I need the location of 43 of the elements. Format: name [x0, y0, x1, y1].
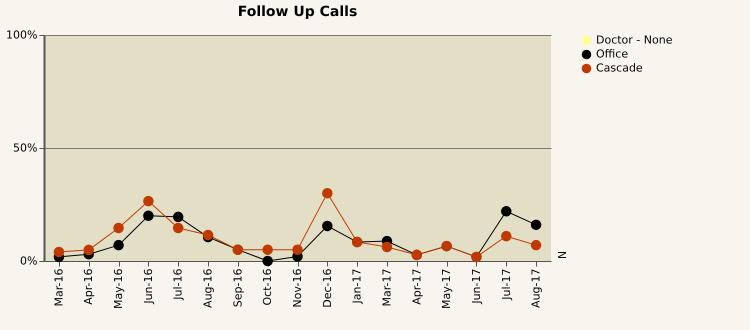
legend-label: Doctor - None [596, 34, 673, 46]
y-tick-label: 0% [20, 254, 38, 268]
point [322, 220, 333, 232]
point [262, 256, 273, 266]
point [382, 242, 392, 252]
point [172, 212, 184, 222]
point [143, 210, 154, 222]
point [292, 244, 303, 255]
x-tick-label: Apr-17 [410, 268, 424, 305]
y-tick-label: 100% [6, 28, 38, 42]
point [322, 188, 333, 198]
x-tick-label: Aug-16 [202, 268, 215, 308]
point [54, 246, 64, 258]
x-tick-label: Dec-16 [320, 268, 334, 308]
x-tick-label: Apr-16 [82, 268, 96, 305]
point [530, 240, 542, 250]
y-tick-label: 50% [13, 142, 38, 154]
x-tick-label: Jul-16 [172, 268, 185, 301]
point [530, 220, 542, 230]
x-tick-label: Mar-16 [52, 268, 66, 307]
point [113, 222, 124, 234]
point [172, 222, 184, 234]
x-tick-label: Jun-17 [470, 268, 483, 305]
x-tick-label: Jun-16 [142, 268, 155, 305]
point [143, 196, 154, 206]
point [262, 244, 273, 255]
x-tick-label: May-16 [112, 268, 126, 310]
x-tick-label: Nov-16 [291, 268, 304, 308]
point [501, 230, 512, 242]
point [83, 244, 94, 256]
x-tick-label: Mar-17 [380, 268, 394, 307]
text: N [555, 250, 568, 260]
point [501, 206, 512, 217]
x-tick-label: Oct-16 [261, 268, 274, 306]
point [113, 240, 124, 250]
legend-label: Cascade [596, 62, 643, 74]
x-tick-label: Jul-17 [500, 268, 513, 301]
x-tick-label: Aug-17 [530, 268, 543, 308]
x-tick-label: May-17 [440, 268, 454, 310]
x-tick-label: Jan-17 [350, 268, 364, 304]
x-tick-label: Sep-16 [231, 268, 244, 308]
chart-title: Follow Up Calls [238, 4, 358, 20]
legend-label: Office [596, 48, 628, 60]
